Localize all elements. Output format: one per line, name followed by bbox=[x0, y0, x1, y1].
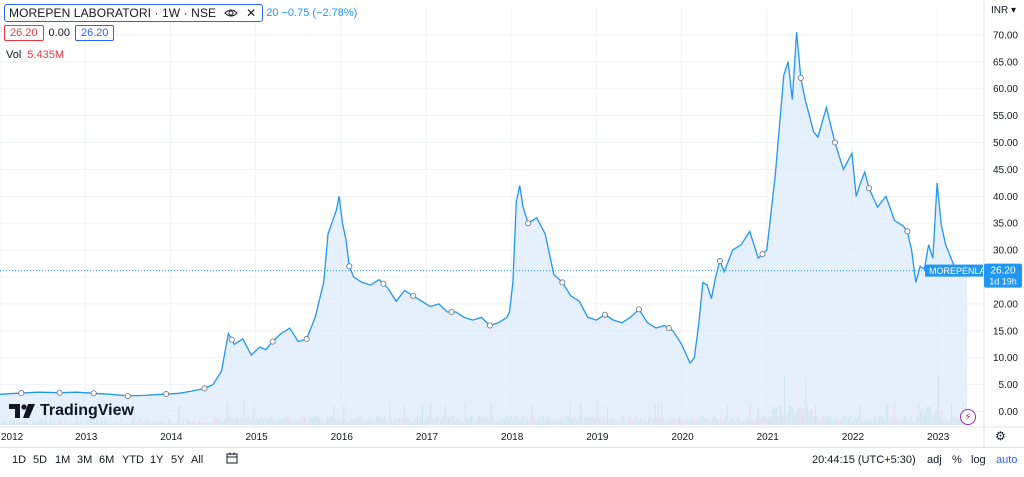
x-tick-label: 2019 bbox=[586, 432, 609, 443]
percent-toggle[interactable]: % bbox=[952, 454, 962, 466]
y-tick-label: 45.00 bbox=[993, 165, 1018, 176]
adj-toggle[interactable]: adj bbox=[927, 454, 942, 466]
event-marker[interactable] bbox=[90, 390, 97, 397]
range-button-6m[interactable]: 6M bbox=[99, 454, 115, 466]
event-marker[interactable] bbox=[269, 338, 276, 345]
event-marker[interactable] bbox=[163, 391, 170, 398]
time-axis: 2012 2013 2014 2015 2016 2017 2018 2019 2020 2021… bbox=[0, 426, 1024, 443]
event-marker[interactable] bbox=[559, 279, 566, 286]
event-marker[interactable] bbox=[486, 322, 493, 329]
tradingview-logo[interactable]: TradingView bbox=[9, 402, 134, 420]
calendar-icon[interactable] bbox=[226, 452, 238, 464]
event-markers bbox=[18, 74, 911, 399]
ticker-tag bbox=[925, 264, 983, 277]
x-tick-label: 2020 bbox=[671, 432, 694, 443]
event-marker[interactable] bbox=[716, 257, 723, 264]
event-marker[interactable] bbox=[303, 335, 310, 342]
bottom-toolbar bbox=[0, 447, 1024, 476]
range-button-ytd[interactable]: YTD bbox=[122, 454, 144, 466]
x-tick-label: 2014 bbox=[160, 432, 183, 443]
y-tick-label: 15.00 bbox=[993, 326, 1018, 337]
x-tick-label: 2012 bbox=[1, 432, 24, 443]
event-marker[interactable] bbox=[228, 336, 235, 343]
ticker-tag-text: MOREPENLAB bbox=[929, 266, 992, 276]
event-marker[interactable] bbox=[56, 389, 63, 396]
y-tick-label: 60.00 bbox=[993, 84, 1018, 95]
event-marker[interactable] bbox=[797, 74, 804, 81]
volume-legend: Vol 5.435M bbox=[6, 49, 64, 61]
event-marker[interactable] bbox=[201, 385, 208, 392]
range-button-1d[interactable]: 1D bbox=[12, 454, 27, 466]
x-tick-label: 2023 bbox=[927, 432, 950, 443]
event-marker[interactable] bbox=[759, 251, 766, 258]
y-tick-label: 0.00 bbox=[999, 407, 1019, 418]
y-tick-label: 10.00 bbox=[993, 353, 1018, 364]
x-tick-label: 2022 bbox=[842, 432, 865, 443]
x-tick-label: 2015 bbox=[245, 432, 268, 443]
y-tick-label: 5.00 bbox=[999, 380, 1019, 391]
x-tick-label: 2018 bbox=[501, 432, 524, 443]
log-toggle[interactable]: log bbox=[971, 454, 986, 466]
bid-price[interactable]: 26.20 bbox=[4, 25, 44, 41]
symbol-chip[interactable]: MOREPEN LABORATORI · 1W · NSE ✕ bbox=[4, 4, 264, 22]
currency-label: INR ▾ bbox=[991, 5, 1016, 16]
event-marker[interactable] bbox=[904, 228, 911, 235]
y-tick-label: 55.00 bbox=[993, 111, 1018, 122]
range-button-1m[interactable]: 1M bbox=[55, 454, 71, 466]
price-axis: INR ▾0.005.0010.0015.0020.0025.0030.0035… bbox=[983, 0, 1019, 447]
event-marker[interactable] bbox=[410, 292, 417, 299]
range-button-5y[interactable]: 5Y bbox=[171, 454, 185, 466]
range-button-5d[interactable]: 5D bbox=[33, 454, 48, 466]
event-marker[interactable] bbox=[346, 263, 353, 270]
event-marker[interactable] bbox=[124, 392, 131, 399]
x-tick-label: 2013 bbox=[75, 432, 98, 443]
lightning-icon[interactable]: ⚡ bbox=[960, 409, 976, 425]
y-tick-label: 65.00 bbox=[993, 57, 1018, 68]
settings-icon[interactable]: ⚙ bbox=[995, 429, 1006, 443]
tradingview-logo-icon bbox=[9, 404, 35, 418]
event-marker[interactable] bbox=[665, 325, 672, 332]
event-marker[interactable] bbox=[865, 185, 872, 192]
logo-text: TradingView bbox=[40, 402, 134, 419]
volume-value: 5.435M bbox=[27, 49, 64, 61]
event-marker[interactable] bbox=[380, 280, 387, 287]
price-change: 20 −0.75 (−2.78%) bbox=[266, 7, 358, 19]
symbol-title: MOREPEN LABORATORI · 1W · NSE bbox=[9, 6, 217, 20]
range-button-1y[interactable]: 1Y bbox=[150, 454, 164, 466]
spread: 0.00 bbox=[48, 27, 70, 39]
y-tick-label: 40.00 bbox=[993, 192, 1018, 203]
y-tick-label: 30.00 bbox=[993, 246, 1018, 257]
event-marker[interactable] bbox=[525, 220, 532, 227]
volume-label: Vol bbox=[6, 49, 22, 61]
y-tick-label: 70.00 bbox=[993, 30, 1018, 41]
event-marker[interactable] bbox=[601, 311, 608, 318]
event-marker[interactable] bbox=[831, 139, 838, 146]
last-price-tag bbox=[984, 263, 1022, 288]
legend: MOREPEN LABORATORI · 1W · NSE ✕ 20 −0.75… bbox=[4, 4, 357, 22]
x-tick-label: 2021 bbox=[757, 432, 780, 443]
y-tick-label: 35.00 bbox=[993, 219, 1018, 230]
ask-price[interactable]: 26.20 bbox=[74, 25, 115, 41]
y-tick-label: 20.00 bbox=[993, 299, 1018, 310]
event-marker[interactable] bbox=[448, 309, 455, 316]
range-button-3m[interactable]: 3M bbox=[77, 454, 93, 466]
event-marker[interactable] bbox=[18, 390, 25, 397]
close-icon[interactable]: ✕ bbox=[246, 6, 257, 20]
x-tick-label: 2017 bbox=[416, 432, 439, 443]
countdown: 1d 19h bbox=[989, 277, 1017, 287]
y-tick-label: 50.00 bbox=[993, 138, 1018, 149]
eye-icon[interactable] bbox=[224, 8, 238, 18]
event-marker[interactable] bbox=[635, 306, 642, 313]
price-area-fill bbox=[0, 32, 967, 425]
last-price-value: 26.20 bbox=[990, 266, 1015, 277]
bid-ask-row: 26.20 0.00 26.20 bbox=[4, 25, 115, 41]
x-tick-label: 2016 bbox=[331, 432, 354, 443]
clock: 20:44:15 (UTC+5:30) bbox=[812, 454, 916, 466]
range-button-all[interactable]: All bbox=[191, 454, 204, 466]
auto-toggle[interactable]: auto bbox=[996, 454, 1018, 466]
